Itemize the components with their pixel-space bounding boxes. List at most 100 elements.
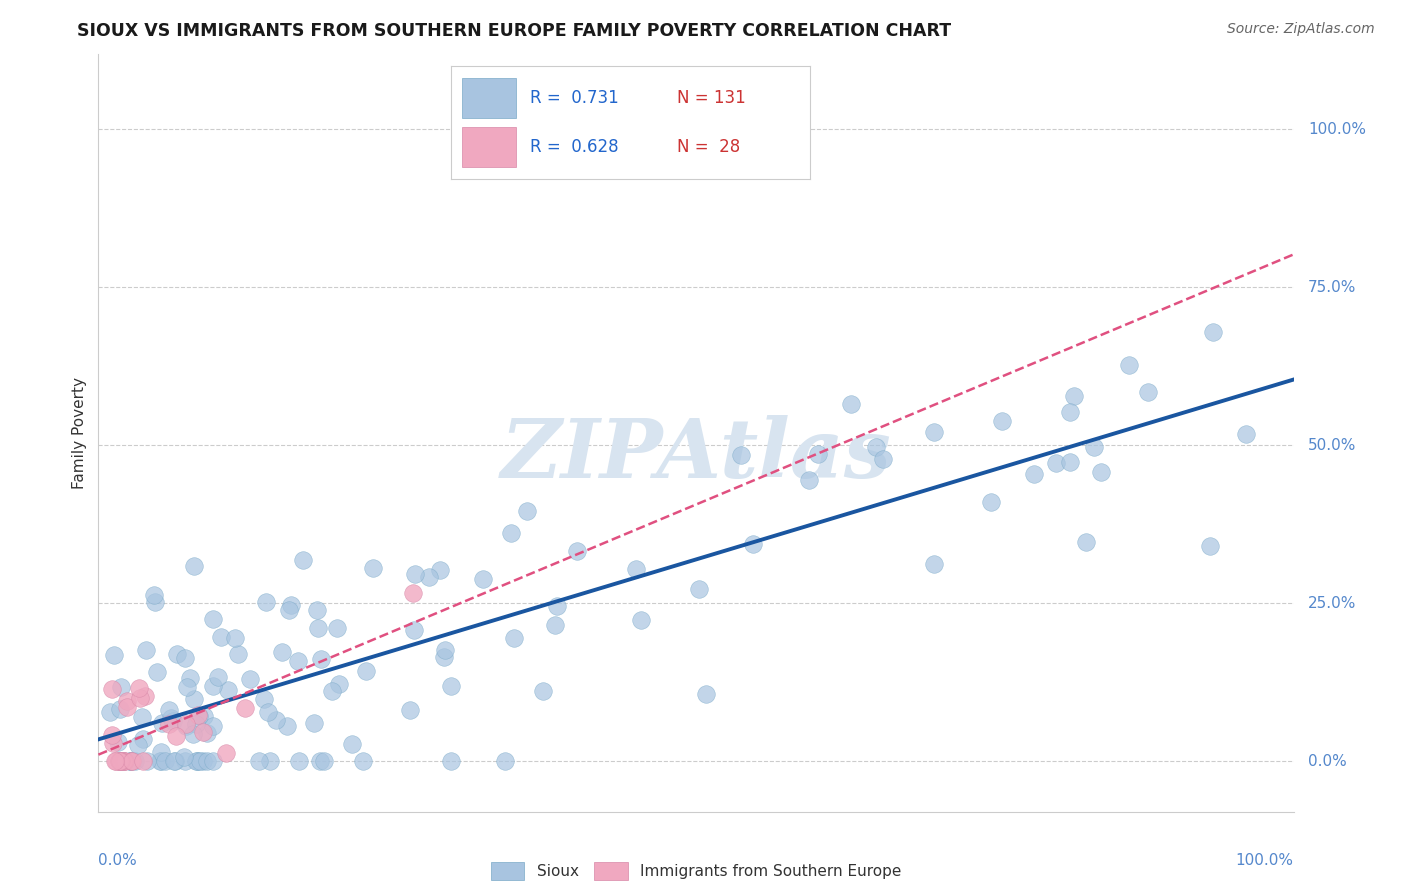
Point — [342, 737, 364, 751]
Point — [176, 716, 198, 731]
Point — [110, 702, 132, 716]
Point — [179, 671, 201, 685]
Point — [209, 630, 232, 644]
Point — [402, 585, 425, 599]
Point — [128, 681, 150, 696]
Point — [143, 595, 166, 609]
Point — [104, 754, 127, 768]
Point — [865, 440, 887, 454]
Point — [193, 725, 215, 739]
Point — [688, 582, 710, 596]
Point — [193, 709, 215, 723]
Point — [157, 716, 180, 731]
Point — [101, 736, 124, 750]
Point — [173, 754, 195, 768]
Text: 75.0%: 75.0% — [1308, 280, 1357, 294]
Point — [531, 683, 554, 698]
Point — [1083, 441, 1105, 455]
Point — [112, 754, 135, 768]
Point — [503, 632, 526, 646]
Point — [190, 754, 212, 768]
Point — [112, 754, 135, 768]
Point — [233, 700, 256, 714]
Point — [494, 754, 516, 768]
Point — [207, 670, 229, 684]
Point — [278, 603, 301, 617]
Point — [195, 725, 218, 739]
Point — [1234, 427, 1257, 442]
Point — [131, 710, 153, 724]
Point — [309, 652, 332, 666]
Point — [166, 647, 188, 661]
Point — [101, 682, 124, 697]
Point — [202, 679, 225, 693]
Text: 0.0%: 0.0% — [98, 854, 138, 869]
Point — [807, 447, 830, 461]
Point — [132, 731, 155, 746]
Point — [314, 754, 336, 768]
Point — [839, 397, 862, 411]
Point — [152, 716, 174, 731]
Point — [188, 708, 211, 723]
Point — [980, 495, 1002, 509]
Point — [149, 754, 172, 768]
Point — [1136, 384, 1159, 399]
Point — [440, 680, 463, 694]
Point — [1024, 467, 1046, 481]
Point — [1063, 389, 1085, 403]
Point — [114, 754, 136, 768]
Point — [120, 754, 142, 768]
Point — [195, 754, 218, 768]
Point — [276, 719, 298, 733]
Point — [471, 572, 494, 586]
Point — [186, 754, 208, 768]
Point — [107, 754, 129, 768]
Point — [922, 557, 945, 571]
Point — [307, 621, 329, 635]
Point — [187, 754, 209, 768]
Point — [165, 730, 187, 744]
Point — [626, 562, 648, 576]
Point — [418, 570, 440, 584]
Point — [308, 754, 330, 768]
Point — [287, 754, 309, 768]
Text: Source: ZipAtlas.com: Source: ZipAtlas.com — [1227, 22, 1375, 37]
Point — [110, 754, 132, 768]
Point — [134, 689, 156, 703]
Point — [239, 673, 262, 687]
Point — [153, 754, 176, 768]
Point — [1074, 535, 1097, 549]
Point — [201, 719, 224, 733]
Point — [630, 613, 652, 627]
Point — [565, 543, 588, 558]
Text: SIOUX VS IMMIGRANTS FROM SOUTHERN EUROPE FAMILY POVERTY CORRELATION CHART: SIOUX VS IMMIGRANTS FROM SOUTHERN EUROPE… — [77, 22, 952, 40]
Point — [257, 705, 280, 719]
Point — [328, 677, 350, 691]
Point — [352, 754, 374, 768]
Point — [104, 754, 127, 768]
Point — [271, 645, 294, 659]
Legend: Sioux, Immigrants from Southern Europe: Sioux, Immigrants from Southern Europe — [491, 863, 901, 880]
Point — [433, 642, 456, 657]
Point — [110, 681, 132, 695]
Point — [187, 708, 209, 723]
Point — [501, 526, 523, 541]
Point — [991, 414, 1014, 428]
Point — [112, 754, 135, 768]
Point — [356, 665, 378, 679]
Point — [433, 650, 456, 665]
Point — [404, 567, 426, 582]
Point — [302, 716, 325, 731]
Point — [1059, 405, 1081, 419]
Point — [361, 561, 384, 575]
Point — [110, 754, 132, 768]
Point — [118, 754, 141, 768]
Point — [183, 558, 205, 573]
Point — [321, 684, 343, 698]
Y-axis label: Family Poverty: Family Poverty — [72, 376, 87, 489]
Point — [183, 691, 205, 706]
Point — [292, 553, 315, 567]
Point — [1090, 465, 1112, 479]
Point — [173, 650, 195, 665]
Point — [224, 632, 246, 646]
